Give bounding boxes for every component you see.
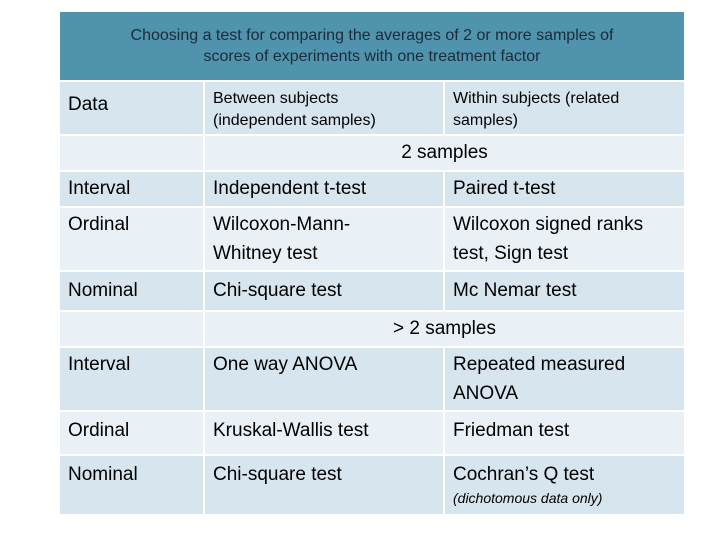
slide-title: Choosing a test for comparing the averag… bbox=[60, 12, 684, 80]
table-row: Interval One way ANOVA Repeated measured… bbox=[60, 348, 684, 410]
row-between-test: One way ANOVA bbox=[205, 348, 443, 410]
table-header-row: Data Between subjects (independent sampl… bbox=[60, 82, 684, 134]
section-label-row: > 2 samples bbox=[60, 312, 684, 346]
header-within-subjects: Within subjects (related samples) bbox=[445, 82, 684, 134]
row-between-test: Chi-square test bbox=[205, 456, 443, 514]
row-within-test-cell: Cochran’s Q test (dichotomous data only) bbox=[445, 456, 684, 514]
row-data-type: Nominal bbox=[60, 456, 203, 514]
row-within-test: Repeated measured ANOVA bbox=[445, 348, 684, 410]
row-between-test: Independent t-test bbox=[205, 172, 443, 206]
test-selection-table: Data Between subjects (independent sampl… bbox=[60, 82, 684, 516]
header-data: Data bbox=[60, 82, 203, 134]
section-label-spacer bbox=[60, 312, 203, 346]
row-data-type: Ordinal bbox=[60, 412, 203, 454]
row-within-test: Mc Nemar test bbox=[445, 272, 684, 310]
title-line-2: scores of experiments with one treatment… bbox=[203, 48, 541, 65]
row-within-test: Cochran’s Q test bbox=[453, 464, 595, 485]
table-row: Ordinal Kruskal-Wallis test Friedman tes… bbox=[60, 412, 684, 454]
section-label-2-samples: 2 samples bbox=[205, 136, 684, 170]
section-label-row: 2 samples bbox=[60, 136, 684, 170]
table-row: Nominal Chi-square test Cochran’s Q test… bbox=[60, 456, 684, 514]
row-data-type: Ordinal bbox=[60, 208, 203, 270]
row-within-note: (dichotomous data only) bbox=[453, 490, 603, 506]
row-between-test: Kruskal-Wallis test bbox=[205, 412, 443, 454]
row-between-test: Chi-square test bbox=[205, 272, 443, 310]
table-row: Ordinal Wilcoxon-Mann-Whitney test Wilco… bbox=[60, 208, 684, 270]
row-between-test: Wilcoxon-Mann-Whitney test bbox=[205, 208, 443, 270]
row-data-type: Nominal bbox=[60, 272, 203, 310]
row-within-test: Wilcoxon signed ranks test, Sign test bbox=[445, 208, 684, 270]
row-within-test: Friedman test bbox=[445, 412, 684, 454]
row-within-test: Paired t-test bbox=[445, 172, 684, 206]
row-data-type: Interval bbox=[60, 172, 203, 206]
section-label-spacer bbox=[60, 136, 203, 170]
header-between-subjects: Between subjects (independent samples) bbox=[205, 82, 443, 134]
section-label-more-samples: > 2 samples bbox=[205, 312, 684, 346]
title-line-1: Choosing a test for comparing the averag… bbox=[130, 27, 614, 44]
table-row: Nominal Chi-square test Mc Nemar test bbox=[60, 272, 684, 310]
table-row: Interval Independent t-test Paired t-tes… bbox=[60, 172, 684, 206]
row-data-type: Interval bbox=[60, 348, 203, 410]
